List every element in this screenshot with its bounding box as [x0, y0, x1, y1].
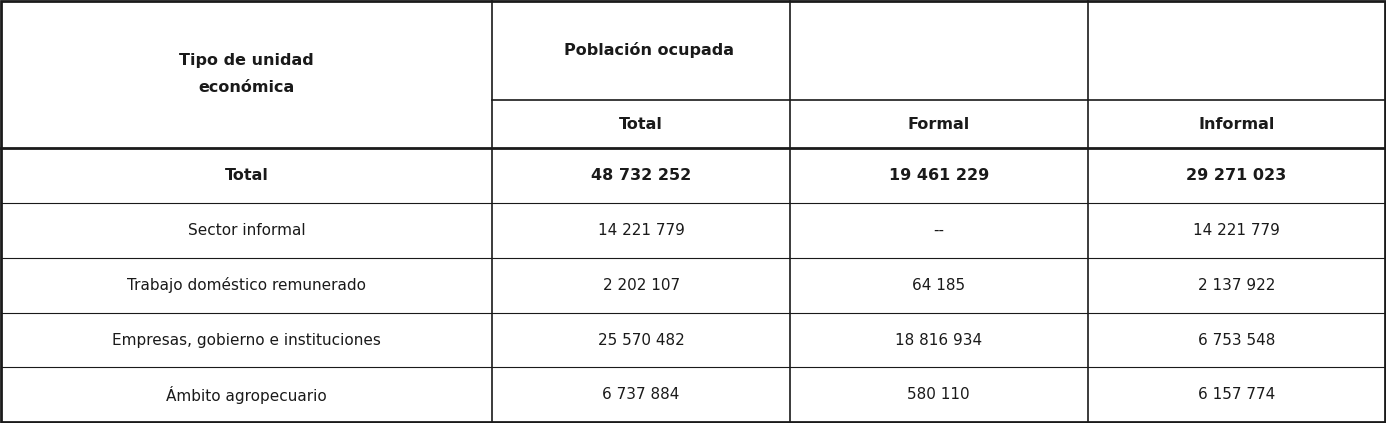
- Text: 580 110: 580 110: [908, 387, 970, 402]
- Text: Tipo de unidad
económica: Tipo de unidad económica: [179, 53, 313, 96]
- Text: 29 271 023: 29 271 023: [1186, 168, 1286, 183]
- Text: 6 753 548: 6 753 548: [1198, 332, 1275, 348]
- Text: 18 816 934: 18 816 934: [895, 332, 983, 348]
- Text: Total: Total: [225, 168, 269, 183]
- Text: 48 732 252: 48 732 252: [590, 168, 692, 183]
- Text: 19 461 229: 19 461 229: [888, 168, 988, 183]
- Text: Sector informal: Sector informal: [187, 223, 305, 238]
- Text: Informal: Informal: [1199, 116, 1275, 132]
- Text: 64 185: 64 185: [912, 278, 965, 293]
- Text: Trabajo doméstico remunerado: Trabajo doméstico remunerado: [128, 277, 366, 293]
- Text: 6 737 884: 6 737 884: [603, 387, 679, 402]
- Text: Empresas, gobierno e instituciones: Empresas, gobierno e instituciones: [112, 332, 381, 348]
- Text: --: --: [933, 223, 944, 238]
- Text: 25 570 482: 25 570 482: [597, 332, 685, 348]
- Text: 6 157 774: 6 157 774: [1198, 387, 1275, 402]
- Text: 2 202 107: 2 202 107: [603, 278, 679, 293]
- Text: Total: Total: [620, 116, 663, 132]
- Text: Ámbito agropecuario: Ámbito agropecuario: [166, 386, 327, 404]
- Text: 2 137 922: 2 137 922: [1198, 278, 1275, 293]
- Text: Formal: Formal: [908, 116, 970, 132]
- Text: Población ocupada: Población ocupada: [564, 42, 733, 58]
- Text: 14 221 779: 14 221 779: [1193, 223, 1279, 238]
- Text: 14 221 779: 14 221 779: [597, 223, 685, 238]
